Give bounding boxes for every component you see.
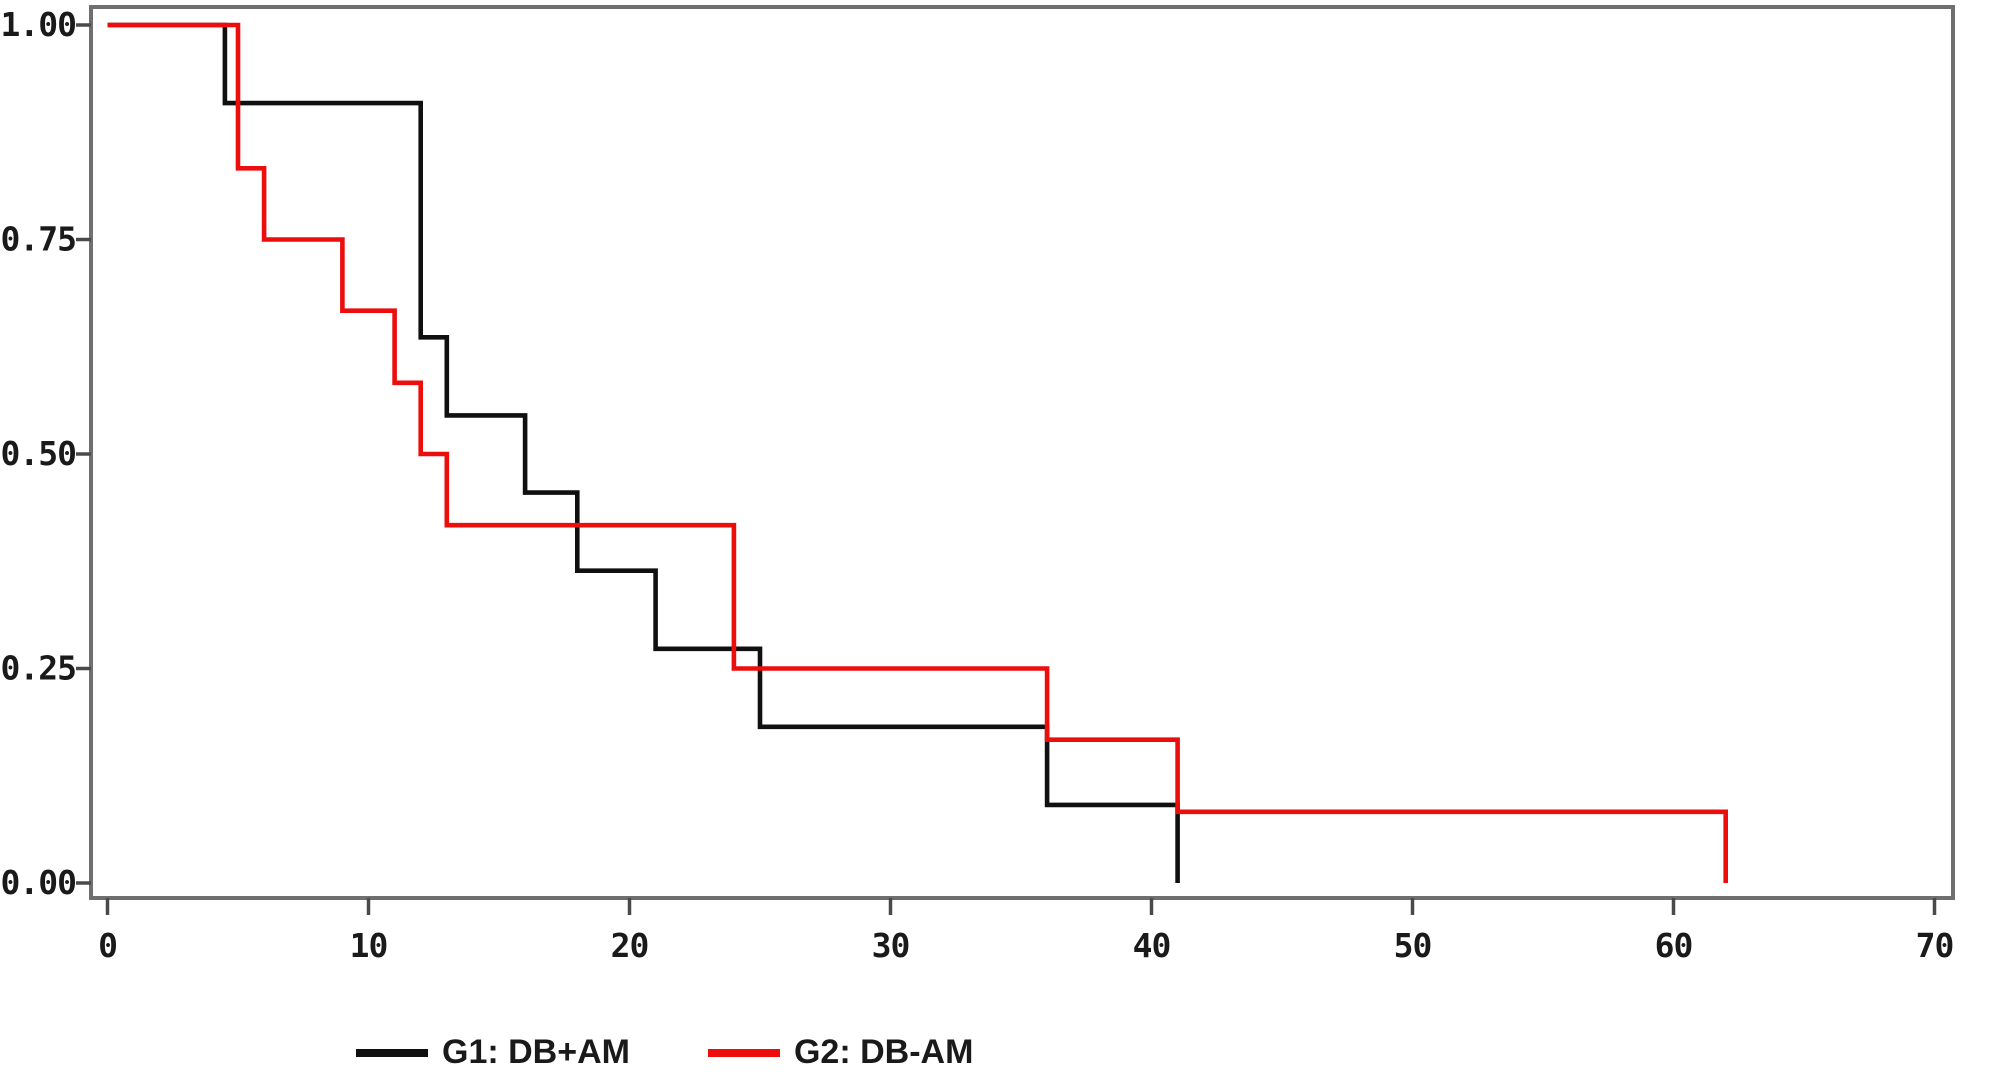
series-curve-2 bbox=[107, 22, 1728, 883]
x-axis-tick-label: 10 bbox=[350, 926, 388, 965]
legend-label: G2: DB-AM bbox=[793, 1033, 974, 1071]
legend-item-2: G2: DB-AM bbox=[707, 1033, 974, 1071]
chart-legend: G1: DB+AM G2: DB-AM bbox=[356, 1033, 974, 1071]
legend-label: G1: DB+AM bbox=[442, 1033, 630, 1071]
y-axis-tick-label: 0.50 bbox=[1, 434, 76, 473]
x-axis-tick-label: 20 bbox=[611, 926, 649, 965]
y-axis-tick-label: 0.00 bbox=[1, 863, 76, 902]
legend-line-swatch bbox=[707, 1048, 780, 1057]
y-axis-tick-label: 1.00 bbox=[1, 5, 76, 44]
series-curve-1 bbox=[107, 22, 1180, 883]
legend-line-swatch bbox=[356, 1048, 428, 1057]
x-axis-tick-label: 50 bbox=[1394, 926, 1432, 965]
y-axis-tick-label: 0.25 bbox=[1, 649, 76, 688]
legend-item-1: G1: DB+AM bbox=[356, 1033, 630, 1071]
x-axis-tick-label: 60 bbox=[1655, 926, 1693, 965]
y-axis-tick-label: 0.75 bbox=[1, 220, 76, 259]
x-axis-tick-label: 30 bbox=[872, 926, 910, 965]
plot-frame bbox=[89, 5, 1955, 900]
x-axis-tick-label: 40 bbox=[1133, 926, 1171, 965]
x-axis-tick-label: 70 bbox=[1916, 926, 1954, 965]
x-axis-tick-label: 0 bbox=[98, 926, 117, 965]
